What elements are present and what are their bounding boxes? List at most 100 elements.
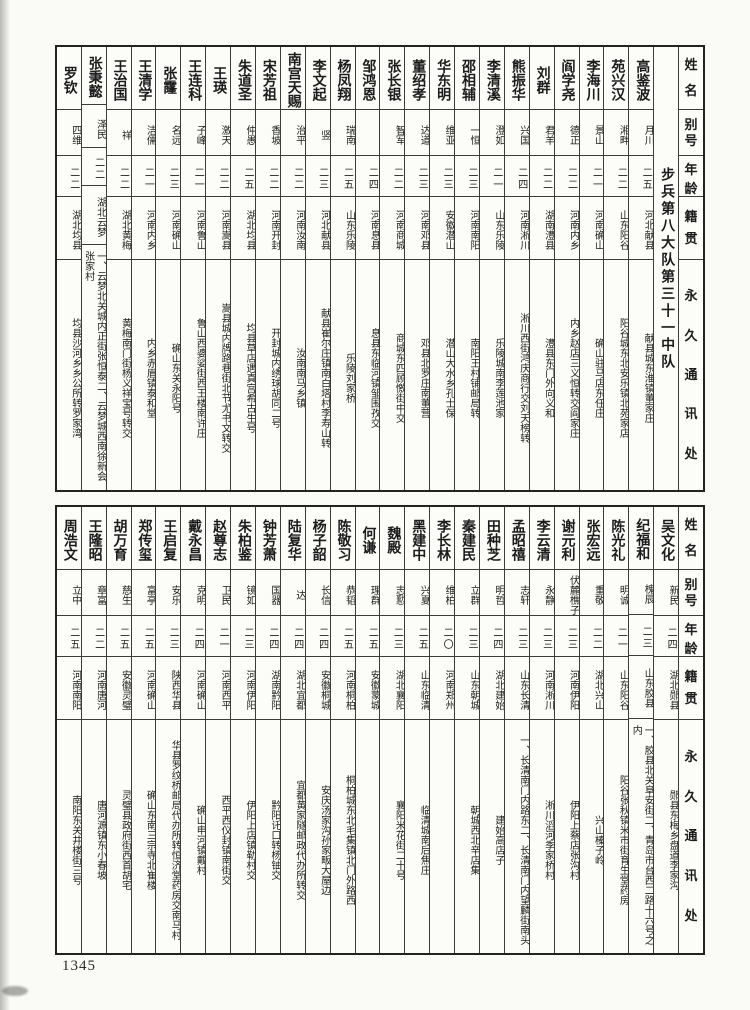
person-address: 阳谷张秋镇米市街育生堂药房 [617, 774, 629, 905]
person-name: 秦建民 [455, 507, 479, 570]
person-alias: 长信 [305, 570, 330, 616]
person-native: 湖北建始 [479, 657, 504, 720]
person-alias: 洁儒 [131, 110, 156, 156]
person-native: 湖南澧县 [529, 197, 554, 260]
person-native: 河南确山 [579, 197, 604, 260]
header-address: 永久通讯处 [684, 748, 698, 924]
person-address: 桐柏城东北毛集镇北门外路西 [343, 774, 355, 905]
person-address: 鲁山西婆娑街西王楼南许庄 [194, 318, 206, 438]
person-column: 王瑛 激天 二二 河南嵩县 嵩县城内牌路巷街北节尤书文转交 [205, 47, 231, 490]
person-alias: 月川 [629, 110, 654, 156]
person-native: 河南开封 [255, 197, 280, 260]
person-native: 山东阳谷 [604, 657, 629, 720]
person-address: 西平西仪封镇南街交 [219, 794, 231, 885]
person-alias: 伏麓樵子 [554, 570, 579, 616]
person-name: 钟芳萧 [255, 507, 280, 570]
person-native: 湖北均县 [56, 197, 81, 260]
person-address: 均县沙河乡乡公所转罗家湾 [69, 318, 81, 438]
person-name: 熊振华 [504, 47, 529, 110]
unit-title-column: 步兵第八大队第三十一中队 [653, 47, 678, 490]
person-alias: 立中 [56, 570, 81, 616]
person-alias: 达道 [405, 110, 430, 156]
person-age: 二三 [529, 616, 554, 657]
person-native: 河南淅川 [529, 657, 554, 720]
person-address: 华县罗纹桥邮局代办所转恒济堂药房交南马村 [169, 739, 181, 940]
person-age: 二五 [106, 616, 131, 657]
person-address: 澧县东门外向义和 [542, 338, 554, 418]
person-address: 汝南南马乡镇 [293, 348, 305, 408]
person-native: 山东长清 [504, 657, 529, 720]
person-column: 李海川 景山 二一 河南确山 确山驻马店东任庄 [578, 47, 604, 490]
person-column: 纪福和 槐辰 二三 山东胶县 一、胶县北关阜安街二、青岛市台西二路十六号之内 [628, 507, 654, 953]
person-alias: 新民 [654, 570, 679, 616]
person-address: 南阳东关井楼街三号 [69, 794, 81, 885]
person-native: 湖南黔阳 [255, 657, 280, 720]
person-age: 二五 [330, 616, 355, 657]
person-alias: 香坡 [255, 110, 280, 156]
person-age: 二三 [231, 616, 255, 657]
person-age: 二一 [579, 156, 604, 197]
person-column: 南宫天赐 治平 二二 河南汝南 汝南南马乡镇 [279, 47, 305, 490]
person-address: 安庆汤家沟孙家畈大屋边 [318, 784, 330, 895]
person-address: 乐陵城南李莲池家 [492, 338, 504, 418]
unit-title: 步兵第八大队第三十一中队 [659, 166, 675, 371]
person-age: 二五 [56, 616, 81, 657]
person-column: 王连科 子峰 二一 河南鲁山 鲁山西婆娑街西王楼南许庄 [180, 47, 206, 490]
person-column: 李文起竖二三 河北献县 献县崔尔庄镇南白塔村李寿山转 [304, 47, 330, 490]
person-alias [355, 110, 380, 156]
person-alias: 瑞南 [330, 110, 355, 156]
person-column: 王启复 安乐 二三 陕西华县 华县罗纹桥邮局代办所转恒济堂药房交南马村 [155, 507, 181, 953]
person-address: 黄梅南门街杨义祥宝号转交 [119, 318, 131, 438]
person-name: 邹鸿恩 [355, 47, 380, 110]
person-age: 二三 [405, 156, 430, 197]
person-name: 杨子韶 [305, 507, 330, 570]
header-alias: 别号 [679, 110, 703, 156]
person-native: 陕西华县 [156, 657, 181, 720]
person-name: 胡万育 [106, 507, 131, 570]
person-column: 周浩文 立中 二五 河南南阳 南阳东关井楼街三号 [56, 507, 81, 953]
person-age: 二一 [604, 616, 629, 657]
person-age: 二三 [156, 156, 181, 197]
person-column: 郑传玺 富亭 二五 河南确山 确山东南三宗寺北崔楼 [130, 507, 156, 953]
person-column: 张秉懿 泽民 二二 湖北云梦 一、云梦北关城内正街张恒泰二、云梦城西南徐新会张家村 [80, 47, 106, 490]
person-alias: 维柏 [430, 570, 455, 616]
person-column: 吴文化 新民 二四 湖北郧县 郧县东梅乡盘道李家沟 [653, 507, 679, 953]
person-name: 李长林 [430, 507, 455, 570]
person-column: 宋芳祖 香坡 二二 河南开封 开封城内绣球胡同二号 [254, 47, 280, 490]
person-alias: 恭韬 [330, 570, 355, 616]
person-name: 陆复华 [280, 507, 305, 570]
person-alias: 泽民 [81, 105, 106, 149]
person-name: 杨凤翔 [330, 47, 355, 110]
person-age: 二〇 [430, 616, 455, 657]
person-address: 临清城南后焦庄 [418, 804, 430, 875]
person-age: 二三 [629, 615, 654, 657]
person-column: 苑兴汉 湘畔 二二 山东阳谷 阳谷城东北安乐镇北苑家店 [603, 47, 629, 490]
person-native: 湖北襄阳 [380, 657, 405, 720]
person-age: 二二 [56, 156, 81, 197]
person-alias: 祥 [106, 110, 131, 156]
person-column: 李清溪 澄如 二一 山东乐陵 乐陵城南李莲池家 [478, 47, 504, 490]
header-native: 籍贯 [679, 657, 703, 720]
person-age: 二五 [405, 616, 430, 657]
person-native: 河南商城 [380, 197, 405, 260]
person-column: 赵尊志 卫民 二一 河南西平 西平西仪封镇南街交 [205, 507, 231, 953]
person-address: 确山申河镇戴村 [194, 804, 206, 875]
person-address: 开封城内绣球胡同二号 [268, 328, 280, 428]
person-age: 二二 [380, 156, 405, 197]
person-column: 张霳 名远 二三 河南确山 确山东关永阳号 [155, 47, 181, 490]
person-native: 湖北均县 [231, 197, 255, 260]
person-native: 河北献县 [629, 197, 654, 260]
person-column: 胡万育 慈生 二五 安徽灵璧 灵璧县政府街西首胡宅 [105, 507, 131, 953]
person-age: 二三 [455, 156, 479, 197]
person-name: 高鉴波 [629, 47, 654, 110]
person-column: 阎学尧 德正 二二 河南内乡 内乡赵店三义恒转交阎家庄 [553, 47, 579, 490]
roster-table-top: 姓名别号年龄籍贯永久通讯处步兵第八大队第三十一中队 高鉴波 月川 二五 河北献县 献县城东… [55, 45, 705, 492]
person-address: 确山东南三宗寺北崔楼 [144, 789, 156, 890]
person-alias: 明哲 [479, 570, 504, 616]
person-name: 李云清 [529, 507, 554, 570]
person-alias: 明诚 [604, 570, 629, 616]
person-alias: 景山 [579, 110, 604, 156]
person-address: 黔阳讬口转杨铀交 [268, 799, 280, 880]
person-native: 安徽潜山 [430, 197, 455, 260]
